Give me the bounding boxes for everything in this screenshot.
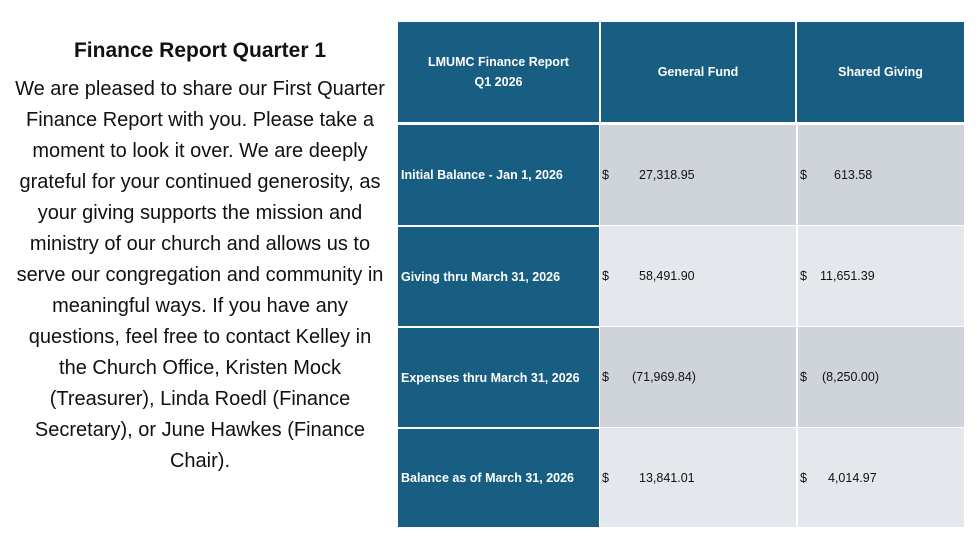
cell-general-fund-initial: $ 27,318.95	[600, 125, 796, 225]
report-title: Finance Report Quarter 1	[73, 39, 327, 62]
row-label-balance: Balance as of March 31, 2026	[398, 429, 599, 527]
intro-panel: Finance Report Quarter 1 We are pleased …	[14, 38, 386, 477]
row-label-giving: Giving thru March 31, 2026	[398, 227, 599, 326]
cell-shared-giving-initial: $ 613.58	[798, 125, 964, 225]
cell-general-fund-balance: $ 13,841.01	[600, 428, 796, 527]
cell-shared-giving-giving: $ 11,651.39	[798, 226, 964, 326]
cell-shared-giving-balance: $ 4,014.97	[798, 428, 964, 527]
header-shared-giving: Shared Giving	[797, 22, 964, 122]
finance-table: LMUMC Finance Report Q1 2026 General Fun…	[398, 22, 964, 527]
header-report-title: LMUMC Finance Report Q1 2026	[398, 22, 599, 122]
intro-paragraph: We are pleased to share our First Quarte…	[15, 78, 385, 472]
cell-general-fund-expenses: $ (71,969.84)	[600, 327, 796, 427]
cell-general-fund-giving: $ 58,491.90	[600, 226, 796, 326]
row-label-expenses: Expenses thru March 31, 2026	[398, 328, 599, 427]
cell-shared-giving-expenses: $ (8,250.00)	[798, 327, 964, 427]
header-general-fund: General Fund	[601, 22, 795, 122]
row-label-initial-balance: Initial Balance - Jan 1, 2026	[398, 125, 599, 225]
